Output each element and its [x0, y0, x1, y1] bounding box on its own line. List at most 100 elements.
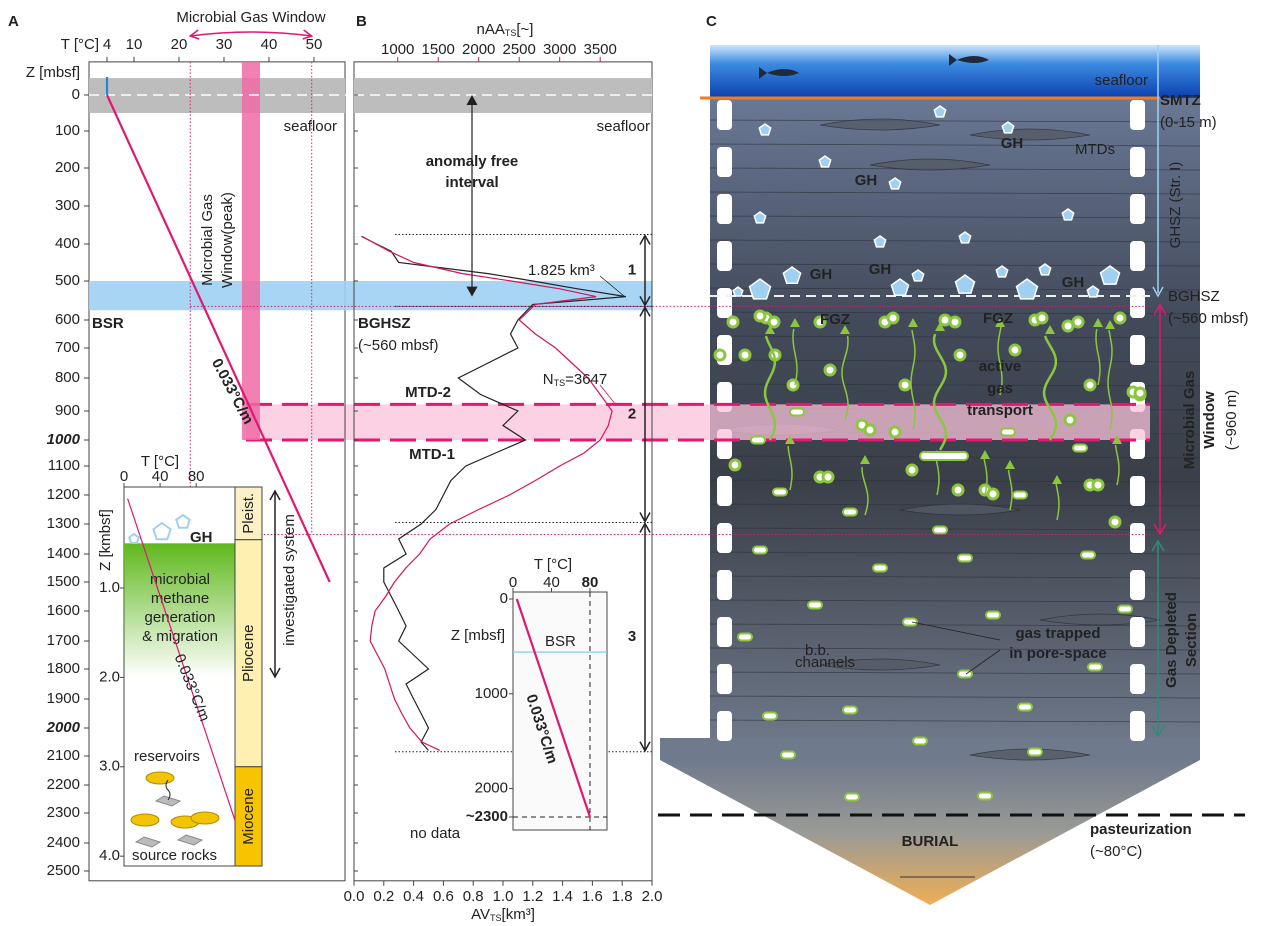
trapped-gas: [845, 794, 859, 801]
gh-label: GH: [869, 261, 892, 278]
x2-tick-label: 1000: [381, 41, 414, 58]
y-tick-label: 600: [55, 311, 80, 328]
y-tick-label: 1000: [475, 685, 508, 702]
x-tick-label: 20: [171, 36, 188, 53]
trapped-gas: [843, 707, 857, 714]
gas-bubble: [1063, 321, 1073, 331]
trapped-gas: [978, 793, 992, 800]
y-tick-label: 2100: [47, 747, 80, 764]
x-tick-label: 40: [152, 468, 169, 485]
x-tick-label: 40: [543, 574, 560, 591]
trapped-gas: [1073, 445, 1087, 452]
bsr-label: BSR: [545, 633, 576, 650]
film-hole: [1130, 288, 1145, 318]
chart-title: Microbial Gas Window: [176, 9, 325, 26]
y-tick-label: 800: [55, 369, 80, 386]
y-tick-label: 2200: [47, 776, 80, 793]
y-tick-label: 2500: [47, 862, 80, 879]
page: CseafloorSMTZ(0-15 m)GHGHGHGHGHMTDsGHSZ …: [0, 0, 1266, 926]
trapped-gas: [1118, 606, 1132, 613]
film-hole: [717, 194, 732, 224]
ghsz-label: GHSZ (Str. I): [1167, 162, 1184, 249]
gas-bubble: [825, 365, 835, 375]
trapped-gas: [753, 547, 767, 554]
window-label: Microbial Gas: [1181, 371, 1198, 469]
n-label-unit: =3647: [565, 371, 607, 388]
x-axis-label: T [°C]: [61, 36, 99, 53]
trapped-gas: [920, 452, 968, 460]
zone-label: microbial: [150, 571, 210, 588]
gas-bubble: [823, 472, 833, 482]
reservoirs-label: reservoirs: [134, 748, 200, 765]
gh-label: GH: [855, 172, 878, 189]
x-tick-label: 2.0: [642, 888, 663, 905]
gas-bubble: [1073, 317, 1083, 327]
y-tick-label: 400: [55, 235, 80, 252]
fgz-label: FGZ: [820, 311, 850, 328]
gas-bubble: [890, 427, 900, 437]
burial-band: [660, 738, 1200, 760]
figure: CseafloorSMTZ(0-15 m)GHGHGHGHGHMTDsGHSZ …: [0, 0, 1266, 926]
x-tick-label: 80: [188, 468, 205, 485]
fgz-label: FGZ: [983, 310, 1013, 327]
gas-bubble: [1010, 345, 1020, 355]
window-range: (~960 m): [1223, 390, 1240, 450]
film-hole: [717, 570, 732, 600]
film-hole: [717, 711, 732, 741]
y-tick-label: 3.0: [99, 758, 120, 775]
film-hole: [1130, 476, 1145, 506]
pasteurization-label: pasteurization: [1090, 821, 1192, 838]
n-label-sub: TS: [554, 378, 566, 388]
gas-bubble: [788, 380, 798, 390]
x2-tick-label: 2500: [503, 41, 536, 58]
y-tick-label: 0: [500, 590, 508, 607]
y-tick-label: 1800: [47, 660, 80, 677]
y-tick-label: 2000: [46, 719, 81, 736]
trapped-gas: [790, 409, 804, 416]
pasteurization-temp: (~80°C): [1090, 843, 1142, 860]
reservoir: [191, 812, 219, 824]
x-tick-label: 80: [582, 574, 599, 591]
n-label: NTS=3647: [543, 371, 608, 388]
reservoir: [146, 772, 174, 784]
x-tick-label: 0: [509, 574, 517, 591]
smtz-label: SMTZ: [1160, 92, 1201, 109]
peak-label: Window(peak): [219, 192, 236, 288]
gh-label: GH: [810, 266, 833, 283]
gh-label: GH: [190, 529, 213, 546]
x-tick-label: 1.2: [522, 888, 543, 905]
peak-label: Microbial Gas: [199, 194, 216, 286]
seafloor-label: seafloor: [1095, 72, 1148, 89]
x2-tick-label: 3000: [543, 41, 576, 58]
gas-bubble: [950, 317, 960, 327]
y-axis-label: Z [kmbsf]: [97, 509, 114, 571]
y-tick-label: 200: [55, 159, 80, 176]
x-axis-label: AVTS[km³]: [471, 906, 535, 923]
anomaly-label: anomaly free: [426, 153, 519, 170]
x-tick-label: 50: [306, 36, 323, 53]
trapped-gas: [986, 612, 1000, 619]
y-tick-label: 1600: [47, 602, 80, 619]
film-hole: [717, 288, 732, 318]
x2-axis-label-unit: [~]: [516, 21, 533, 38]
trapped-gas: [873, 565, 887, 572]
trapped-gas: [781, 752, 795, 759]
x2-axis-label-sub: TS: [505, 28, 517, 38]
y-axis-label: Z [mbsf]: [26, 64, 80, 81]
y-tick-label: ~2300: [466, 808, 508, 825]
trapped-label: in pore-space: [1009, 645, 1107, 662]
gas-transport-label: active: [979, 358, 1022, 375]
trapped-gas: [738, 634, 752, 641]
window-arrow: [190, 32, 311, 36]
panel-label: A: [8, 13, 19, 30]
y-tick-label: 900: [55, 402, 80, 419]
y-tick-label: 100: [55, 122, 80, 139]
film-hole: [1130, 523, 1145, 553]
y-tick-label: 4.0: [99, 847, 120, 864]
trapped-gas: [773, 489, 787, 496]
x-tick-label: 0.6: [433, 888, 454, 905]
trapped-gas: [751, 437, 765, 444]
seafloor-label: seafloor: [284, 118, 337, 135]
trapped-label: gas trapped: [1015, 625, 1100, 642]
depleted-label: Section: [1183, 613, 1200, 667]
